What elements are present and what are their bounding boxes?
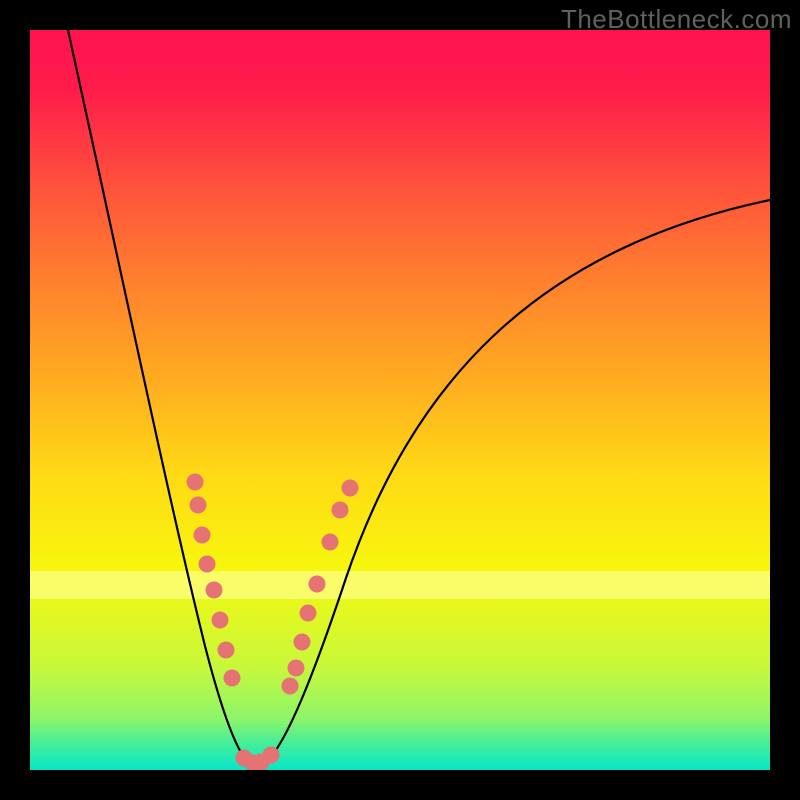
marker-point: [282, 678, 299, 695]
marker-point: [187, 474, 204, 491]
marker-point: [224, 670, 241, 687]
marker-point: [300, 605, 317, 622]
marker-point: [322, 534, 339, 551]
chart-frame: TheBottleneck.com: [0, 0, 800, 800]
marker-point: [263, 747, 280, 764]
marker-point: [342, 480, 359, 497]
highlight-band: [30, 571, 770, 599]
marker-point: [288, 660, 305, 677]
plot-area: [30, 30, 770, 770]
bottleneck-chart: [30, 30, 770, 770]
marker-point: [218, 642, 235, 659]
marker-point: [294, 634, 311, 651]
marker-point: [212, 612, 229, 629]
marker-point: [309, 576, 326, 593]
marker-point: [194, 527, 211, 544]
marker-point: [199, 556, 216, 573]
marker-point: [206, 582, 223, 599]
marker-point: [332, 502, 349, 519]
watermark-text: TheBottleneck.com: [561, 4, 792, 35]
chart-background: [30, 30, 770, 770]
marker-point: [190, 497, 207, 514]
